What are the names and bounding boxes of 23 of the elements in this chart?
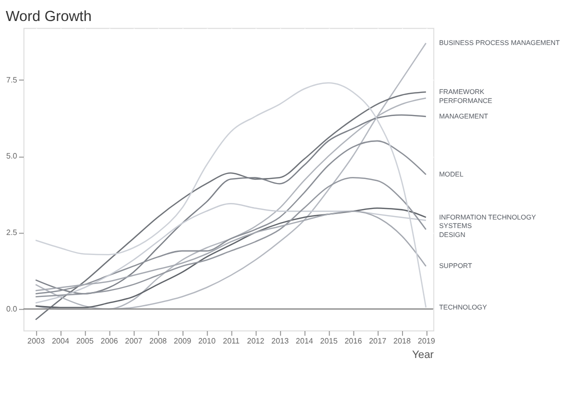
y-tick-label: 7.5 bbox=[6, 75, 18, 84]
x-axis-title: Year bbox=[412, 349, 434, 362]
x-tick-label: 2014 bbox=[296, 336, 314, 346]
y-tick-label: 0.0 bbox=[6, 304, 18, 314]
x-tick-label: 2003 bbox=[27, 336, 45, 346]
x-tick-label: 2013 bbox=[271, 336, 289, 346]
y-tick-label: 5.0 bbox=[6, 152, 18, 161]
x-tick-label: 2006 bbox=[100, 336, 118, 346]
x-tick-label: 2005 bbox=[76, 336, 94, 346]
x-tick-label: 2019 bbox=[418, 336, 436, 346]
x-tick-label: 2018 bbox=[393, 336, 411, 346]
x-tick-label: 2015 bbox=[320, 336, 338, 346]
x-tick-label: 2017 bbox=[368, 336, 386, 346]
x-tick-label: 2010 bbox=[198, 336, 216, 346]
y-tick-label: 2.5 bbox=[6, 228, 18, 238]
x-tick-label: 2008 bbox=[149, 336, 167, 346]
chart-title: Word Growth bbox=[6, 9, 92, 26]
x-tick-label: 2011 bbox=[222, 336, 240, 346]
x-tick-label: 2009 bbox=[174, 336, 192, 346]
x-tick-label: 2016 bbox=[344, 336, 362, 346]
x-tick-label: 2012 bbox=[246, 336, 264, 346]
x-tick-label: 2007 bbox=[125, 336, 142, 346]
x-tick-label: 2004 bbox=[52, 336, 70, 346]
